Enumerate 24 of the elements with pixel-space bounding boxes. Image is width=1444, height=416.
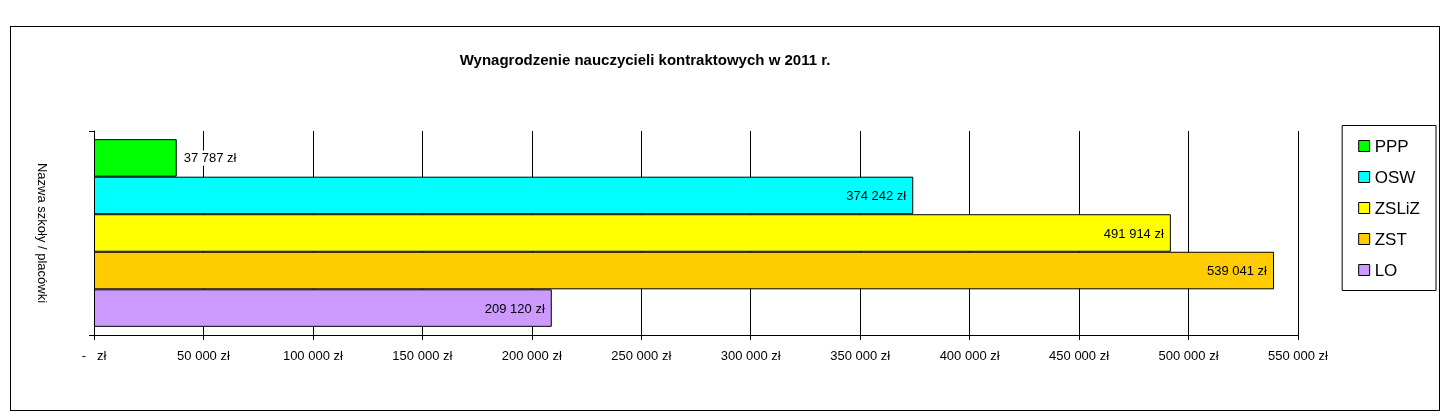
x-tick-label: 150 000 zł [392,348,453,363]
legend-label: OSW [1374,167,1416,187]
x-tick-label: 550 000 zł [1268,348,1329,363]
chart-title: Wynagrodzenie nauczycieli kontraktowych w 2011 r. [459,51,831,68]
x-tick-label: 200 000 zł [501,348,562,363]
legend-label: ZST [1374,229,1407,249]
legend-label: PPP [1374,136,1409,156]
data-label: 209 120 zł [484,300,545,316]
legend-label: LO [1374,260,1398,280]
x-tick-label: 300 000 zł [720,348,781,363]
x-tick-label: 250 000 zł [611,348,672,363]
x-tick-label: 500 000 zł [1158,348,1219,363]
x-tick-label: 400 000 zł [939,348,1000,363]
data-label: 539 041 zł [1207,263,1268,279]
x-tick-label: 350 000 zł [830,348,891,363]
x-tick-label: - zł [81,348,107,363]
data-label: 374 242 zł [846,187,907,203]
y-axis-title: Nazwa szkoły / placówki [34,162,50,304]
x-tick-label: 50 000 zł [177,348,230,363]
legend-label: ZSLiZ [1374,198,1420,218]
x-tick-label: 100 000 zł [282,348,344,363]
x-tick-label: 450 000 zł [1049,348,1110,363]
data-label: 37 787 zł [183,150,237,166]
data-label: 491 914 zł [1103,225,1164,241]
